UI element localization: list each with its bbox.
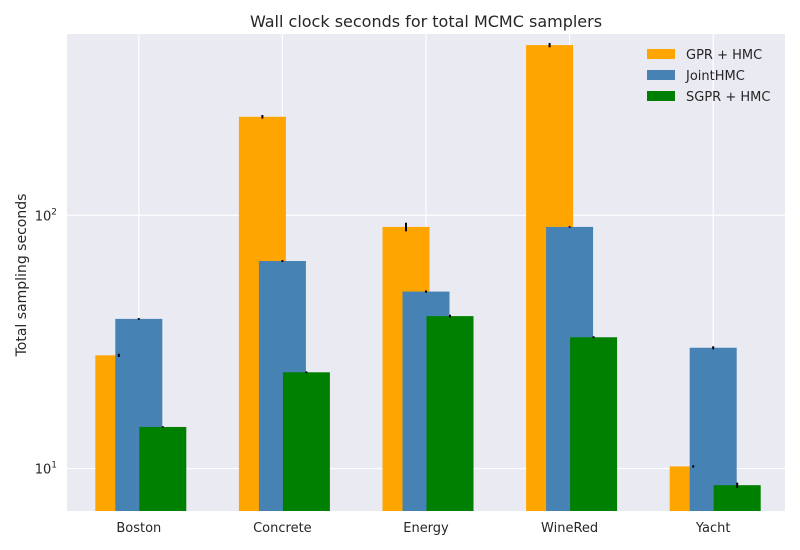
x-tick-label-boston: Boston [116,521,161,536]
x-tick-label-winered: WineRed [541,521,598,536]
x-tick-labels: Boston Concrete Energy WineRed Yacht [116,521,730,536]
bar-sgpr-hmc-energy [426,316,474,511]
error-bars [117,43,739,488]
bar-jointhmc-yacht [689,347,737,511]
x-tick-label-concrete: Concrete [253,521,312,536]
x-tick-label-yacht: Yacht [695,521,731,536]
legend-swatch-gpr-hmc [647,49,675,59]
bar-sgpr-hmc-concrete [282,372,330,511]
legend-label-sgpr-hmc: SGPR + HMC [686,90,770,105]
y-axis-label: Total sampling seconds [14,194,30,358]
legend: GPR + HMC JointHMC SGPR + HMC [647,48,770,105]
legend-swatch-sgpr-hmc [647,91,675,101]
y-tick-labels: 101 102 [35,207,57,477]
bar-sgpr-hmc-winered [570,337,618,511]
legend-label-gpr-hmc: GPR + HMC [686,48,762,63]
bar-sgpr-hmc-boston [139,426,187,511]
chart-title: Wall clock seconds for total MCMC sample… [250,12,602,31]
y-tick-label: 102 [35,207,57,224]
bar-sgpr-hmc-yacht [713,485,761,511]
x-tick-label-energy: Energy [403,521,449,536]
y-tick-label: 101 [35,461,57,478]
bars [95,45,761,512]
legend-label-jointhmc: JointHMC [685,69,745,84]
legend-swatch-jointhmc [647,70,675,80]
